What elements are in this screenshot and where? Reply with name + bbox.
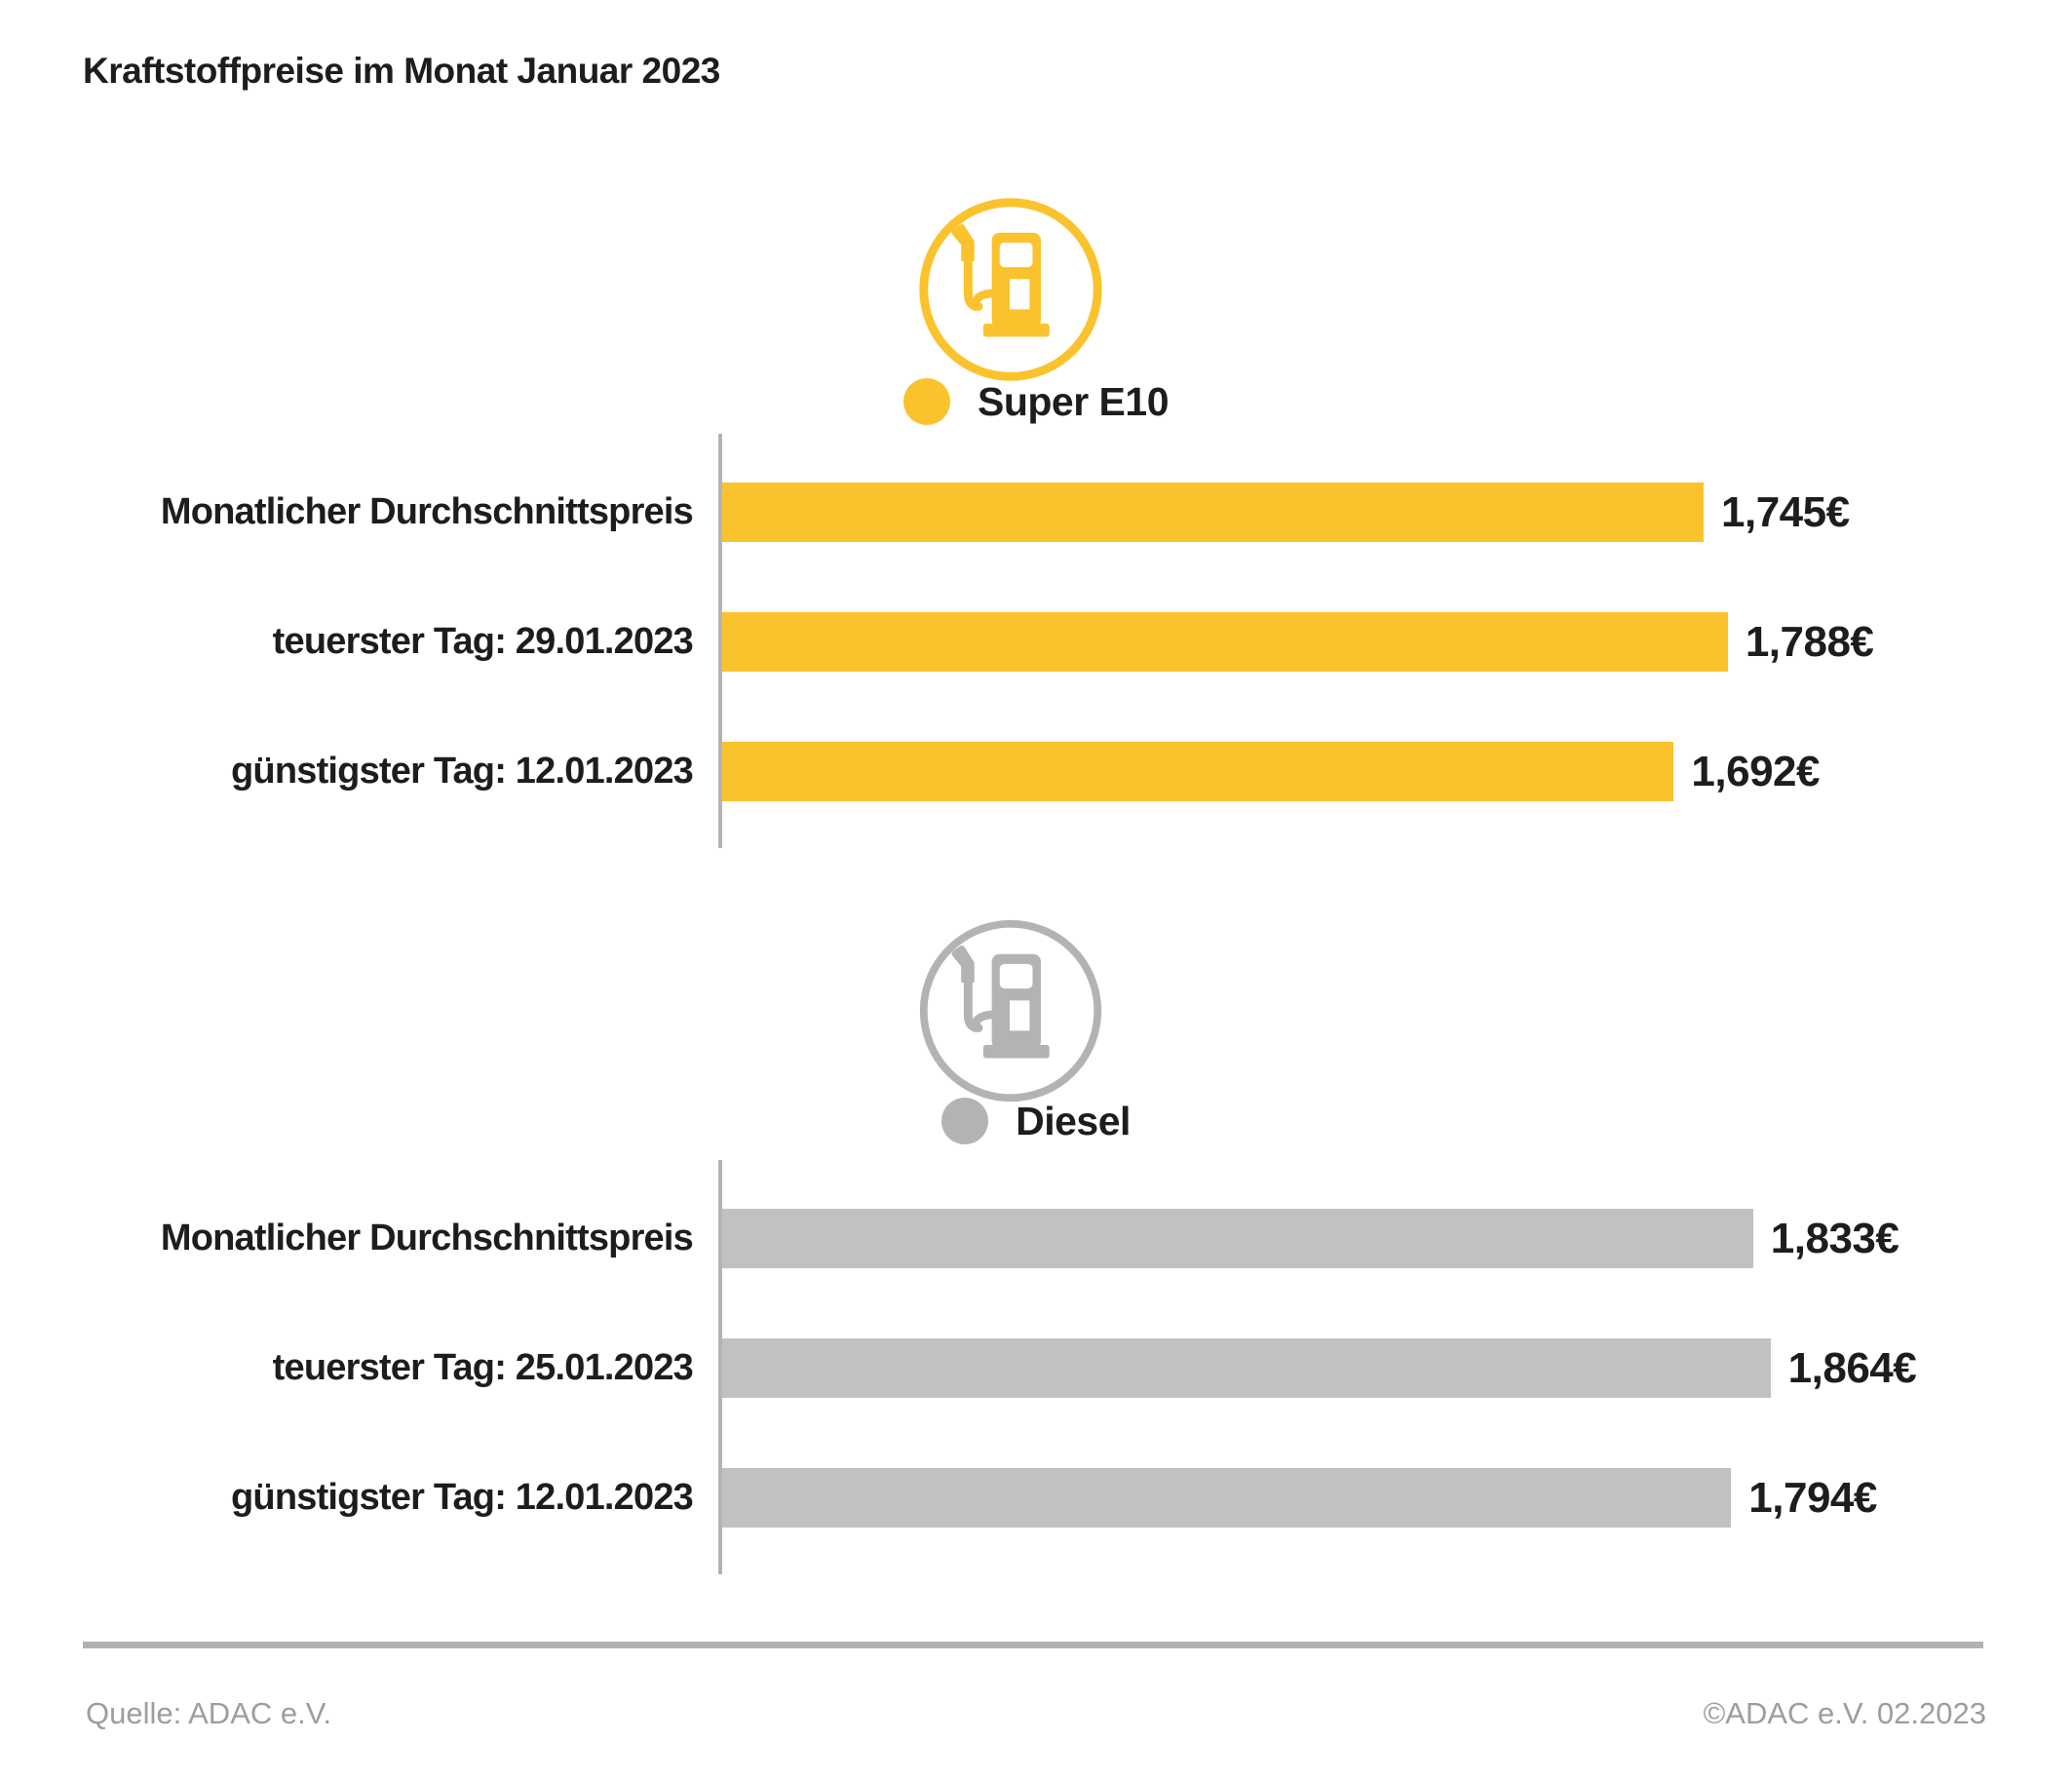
diesel-icon-block	[0, 916, 2072, 1105]
legend-super-e10: Super E10	[0, 378, 2072, 425]
legend-diesel: Diesel	[0, 1098, 2072, 1144]
category-label: Monatlicher Durchschnittspreis	[160, 491, 694, 532]
category-label: günstigster Tag: 12.01.2023	[231, 751, 694, 792]
bar-row: teuerster Tag: 29.01.2023 1,788€	[0, 612, 2072, 672]
bar-track: 1,745€	[722, 483, 2072, 542]
bar-diesel-most-expensive-day	[722, 1338, 1771, 1398]
bar-row: Monatlicher Durchschnittspreis 1,833€	[0, 1209, 2072, 1268]
bar-track: 1,833€	[722, 1209, 2072, 1268]
bar-track: 1,864€	[722, 1338, 2072, 1398]
bar-super-e10-most-expensive-day	[722, 612, 1728, 672]
page-title: Kraftstoffpreise im Monat Januar 2023	[83, 51, 720, 91]
bar-chart-diesel: Monatlicher Durchschnittspreis 1,833€ te…	[0, 1209, 2072, 1598]
legend-dot-diesel	[941, 1098, 989, 1144]
category-label: Monatlicher Durchschnittspreis	[160, 1218, 694, 1258]
legend-dot-super-e10	[902, 378, 950, 425]
bar-value-label: 1,794€	[1748, 1473, 1877, 1522]
bar-value-label: 1,833€	[1770, 1214, 1899, 1262]
bar-row: günstigster Tag: 12.01.2023 1,692€	[0, 742, 2072, 801]
category-label: teuerster Tag: 29.01.2023	[272, 621, 694, 662]
bar-track: 1,788€	[722, 612, 2072, 672]
bar-row: Monatlicher Durchschnittspreis 1,745€	[0, 483, 2072, 542]
bar-row: günstigster Tag: 12.01.2023 1,794€	[0, 1468, 2072, 1528]
bar-value-label: 1,788€	[1745, 617, 1874, 666]
footer-divider	[83, 1642, 1983, 1648]
fuel-pump-icon	[916, 195, 1105, 384]
copyright-note: ©ADAC e.V. 02.2023	[1703, 1696, 1986, 1730]
bar-track: 1,794€	[722, 1468, 2072, 1528]
axis-line-diesel	[718, 1160, 722, 1574]
bar-track: 1,692€	[722, 742, 2072, 801]
bar-diesel-average	[722, 1209, 1753, 1268]
legend-label-diesel: Diesel	[1016, 1098, 1131, 1143]
bar-diesel-cheapest-day	[722, 1468, 1732, 1528]
bar-value-label: 1,692€	[1691, 747, 1820, 795]
source-note: Quelle: ADAC e.V.	[86, 1696, 332, 1730]
category-label: teuerster Tag: 25.01.2023	[272, 1347, 694, 1388]
super-e10-icon-block	[0, 195, 2072, 384]
bar-value-label: 1,864€	[1787, 1343, 1917, 1392]
bar-chart-super-e10: Monatlicher Durchschnittspreis 1,745€ te…	[0, 483, 2072, 871]
fuel-pump-icon	[916, 916, 1105, 1105]
bar-value-label: 1,745€	[1721, 487, 1850, 536]
category-label: günstigster Tag: 12.01.2023	[231, 1477, 694, 1518]
legend-label-super-e10: Super E10	[977, 378, 1170, 424]
axis-line-super-e10	[718, 434, 722, 848]
bar-super-e10-average	[722, 483, 1704, 542]
bar-super-e10-cheapest-day	[722, 742, 1674, 801]
bar-row: teuerster Tag: 25.01.2023 1,864€	[0, 1338, 2072, 1398]
